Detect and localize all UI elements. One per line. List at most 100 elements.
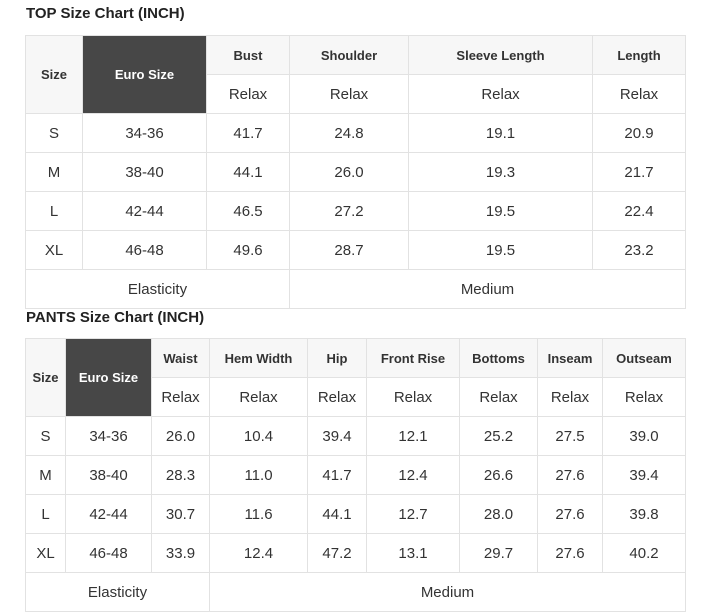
column-header: Inseam [537,338,603,378]
top-size-table: Size Euro Size Bust Shoulder Sleeve Length Le… [25,35,686,309]
table-row: L 42-44 46.5 27.2 19.5 22.4 [25,191,686,231]
column-header: Waist [151,338,210,378]
table-row: M 38-40 44.1 26.0 19.3 21.7 [25,152,686,192]
measurement-cell: 29.7 [459,533,538,573]
elasticity-label: Elasticity [25,269,290,309]
measurement-cell: 12.4 [209,533,308,573]
size-cell: M [25,152,83,192]
fit-cell: Relax [459,377,538,417]
measurement-cell: 10.4 [209,416,308,456]
fit-cell: Relax [366,377,460,417]
measurement-cell: 21.7 [592,152,686,192]
measurement-cell: 44.1 [307,494,367,534]
euro-size-cell: 38-40 [65,455,152,495]
euro-size-cell: 38-40 [82,152,207,192]
pants-size-table: Size Euro Size Waist Hem Width Hip Front Rise… [25,338,686,612]
column-header: Shoulder [289,35,409,75]
size-cell: L [25,191,83,231]
elasticity-row: Elasticity Medium [25,572,686,612]
euro-size-cell: 46-48 [82,230,207,270]
top-chart-title: TOP Size Chart (INCH) [26,5,185,22]
measurement-cell: 49.6 [206,230,290,270]
size-cell: XL [25,533,66,573]
fit-cell: Relax [592,74,686,114]
measurement-cell: 27.6 [537,494,603,534]
euro-size-header: Euro Size [65,338,152,417]
fit-cell: Relax [151,377,210,417]
table-row: M 38-40 28.3 11.0 41.7 12.4 26.6 27.6 39.4 [25,455,686,495]
size-header: Size [25,35,83,114]
fit-row: Relax Relax Relax Relax [26,74,686,114]
measurement-cell: 39.8 [602,494,686,534]
measurement-cell: 27.5 [537,416,603,456]
measurement-cell: 13.1 [366,533,460,573]
table-row: XL 46-48 33.9 12.4 47.2 13.1 29.7 27.6 40.2 [25,533,686,573]
size-cell: L [25,494,66,534]
euro-size-cell: 34-36 [65,416,152,456]
measurement-cell: 28.7 [289,230,409,270]
measurement-cell: 12.1 [366,416,460,456]
table-row: L 42-44 30.7 11.6 44.1 12.7 28.0 27.6 39.8 [25,494,686,534]
measurement-cell: 11.0 [209,455,308,495]
measurement-cell: 26.6 [459,455,538,495]
fit-row: Relax Relax Relax Relax Relax Relax Relax [26,377,686,417]
measurement-cell: 30.7 [151,494,210,534]
measurement-cell: 47.2 [307,533,367,573]
measurement-cell: 39.0 [602,416,686,456]
measurement-cell: 46.5 [206,191,290,231]
header-row: Size Euro Size Waist Hem Width Hip Front Rise… [25,338,686,417]
euro-size-cell: 42-44 [65,494,152,534]
measurement-cell: 22.4 [592,191,686,231]
measurement-cell: 41.7 [206,113,290,153]
measurement-cell: 26.0 [289,152,409,192]
column-header: Length [592,35,686,75]
measurement-cell: 12.7 [366,494,460,534]
measurement-cell: 40.2 [602,533,686,573]
fit-cell: Relax [602,377,686,417]
table-row: S 34-36 41.7 24.8 19.1 20.9 [25,113,686,153]
column-header: Front Rise [366,338,460,378]
elasticity-row: Elasticity Medium [25,269,686,309]
fit-cell: Relax [408,74,593,114]
size-cell: S [25,113,83,153]
elasticity-value: Medium [209,572,686,612]
euro-size-cell: 34-36 [82,113,207,153]
column-header: Hip [307,338,367,378]
fit-cell: Relax [289,74,409,114]
measurement-cell: 44.1 [206,152,290,192]
measurement-cell: 27.6 [537,533,603,573]
column-header: Bust [206,35,290,75]
pants-chart-title: PANTS Size Chart (INCH) [26,309,205,326]
measurement-cell: 39.4 [307,416,367,456]
measurement-cell: 26.0 [151,416,210,456]
measurement-cell: 33.9 [151,533,210,573]
euro-size-header: Euro Size [82,35,207,114]
measurement-cell: 28.3 [151,455,210,495]
measurement-cell: 41.7 [307,455,367,495]
measurement-cell: 20.9 [592,113,686,153]
measurement-cell: 25.2 [459,416,538,456]
measurement-cell: 12.4 [366,455,460,495]
euro-size-cell: 42-44 [82,191,207,231]
measurement-cell: 27.2 [289,191,409,231]
elasticity-label: Elasticity [25,572,210,612]
measurement-cell: 19.1 [408,113,593,153]
column-header: Sleeve Length [408,35,593,75]
euro-size-cell: 46-48 [65,533,152,573]
size-cell: M [25,455,66,495]
fit-cell: Relax [209,377,308,417]
measurement-cell: 19.3 [408,152,593,192]
fit-cell: Relax [537,377,603,417]
measurement-cell: 19.5 [408,230,593,270]
column-header: Hem Width [209,338,308,378]
elasticity-value: Medium [289,269,686,309]
measurement-cell: 19.5 [408,191,593,231]
size-cell: S [25,416,66,456]
measurement-cell: 39.4 [602,455,686,495]
header-row: Size Euro Size Bust Shoulder Sleeve Length Le… [25,35,686,114]
table-row: S 34-36 26.0 10.4 39.4 12.1 25.2 27.5 39.0 [25,416,686,456]
measurement-cell: 24.8 [289,113,409,153]
size-header: Size [25,338,66,417]
measurement-cell: 28.0 [459,494,538,534]
column-header: Outseam [602,338,686,378]
